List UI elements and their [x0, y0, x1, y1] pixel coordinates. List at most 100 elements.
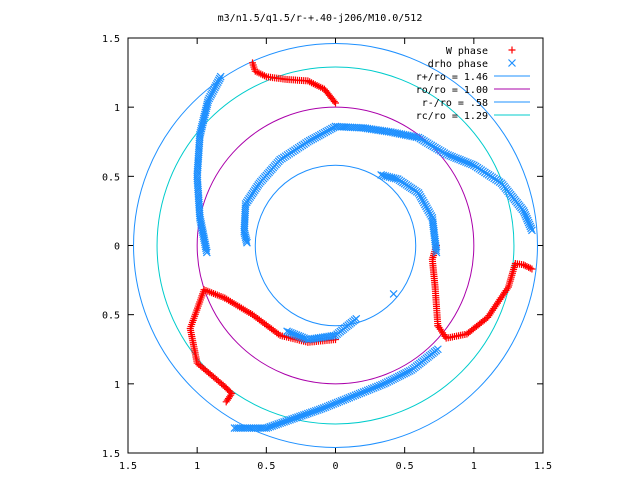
legend-label: r+/ro = 1.46	[416, 72, 488, 83]
data-point	[520, 208, 529, 217]
data-point	[426, 210, 435, 218]
data-point	[458, 156, 466, 165]
reference-circle	[196, 106, 475, 385]
data-point	[525, 263, 533, 271]
legend: W phase drho phase r+/ro = 1.46 ro/ro = 1.0…	[416, 46, 530, 122]
data-point	[321, 403, 330, 412]
data-point	[332, 99, 339, 107]
data-point	[420, 200, 429, 209]
y-tick-label: 1	[114, 380, 120, 391]
data-point	[456, 155, 464, 164]
data-point	[419, 198, 428, 207]
data-point	[465, 329, 473, 337]
data-point	[526, 222, 535, 231]
data-point	[367, 384, 376, 393]
legend-label: rc/ro = 1.29	[416, 111, 488, 122]
data-point	[522, 212, 531, 221]
data-point	[212, 80, 221, 88]
data-point	[369, 383, 378, 392]
data-point	[335, 397, 344, 406]
y-tick-label: 0.5	[102, 311, 120, 322]
axis-ticks: 1.5 1 0.5 0 0.5 1 1.51.510.500.511.5	[102, 34, 552, 472]
reference-circles	[133, 43, 538, 448]
data-point	[523, 263, 531, 271]
y-tick-label: 1	[114, 103, 120, 114]
data-point	[347, 392, 356, 401]
legend-label: W phase	[446, 46, 488, 57]
data-point	[396, 371, 405, 380]
data-point	[317, 404, 326, 413]
series-w-phase	[186, 59, 536, 406]
data-point	[339, 396, 348, 404]
data-point	[361, 387, 370, 396]
data-point	[418, 196, 427, 205]
data-point	[414, 189, 423, 197]
data-point	[432, 248, 441, 257]
data-point	[460, 157, 468, 166]
data-point	[415, 190, 424, 199]
data-point	[327, 400, 336, 409]
x-tick-label: 1.5	[119, 461, 137, 472]
data-point	[330, 97, 338, 105]
data-point	[319, 404, 328, 412]
data-point	[214, 76, 223, 85]
data-point	[202, 248, 211, 257]
x-tick-label: 1	[194, 461, 200, 472]
data-point	[285, 328, 293, 336]
data-point	[433, 345, 442, 354]
data-point	[432, 246, 441, 255]
data-point	[425, 208, 434, 217]
data-point	[403, 367, 412, 376]
data-point	[416, 192, 425, 201]
data-point	[383, 378, 392, 386]
data-point	[345, 393, 354, 402]
data-point	[359, 388, 368, 396]
data-point	[377, 380, 386, 389]
data-point	[400, 369, 409, 378]
data-point	[365, 385, 374, 394]
reference-circle	[254, 164, 417, 327]
data-point	[523, 214, 531, 223]
data-point	[206, 92, 215, 101]
data-point	[448, 152, 457, 161]
data-point	[469, 161, 478, 170]
legend-label: drho phase	[428, 59, 488, 70]
x-tick-label: 1	[471, 461, 477, 472]
data-point	[527, 224, 536, 233]
data-point	[525, 220, 534, 229]
data-point	[341, 395, 350, 404]
legend-label: r-/ro = .58	[422, 98, 488, 109]
data-point	[243, 238, 251, 247]
data-point	[355, 389, 364, 398]
data-point	[325, 401, 334, 410]
data-point	[213, 78, 222, 87]
data-point	[349, 392, 358, 400]
data-point	[391, 374, 399, 383]
data-point	[454, 155, 462, 163]
reference-circle	[156, 66, 515, 425]
data-point	[405, 366, 414, 375]
data-point	[422, 202, 430, 211]
data-point	[363, 386, 372, 395]
x-tick-label: 0	[332, 461, 338, 472]
data-point	[450, 153, 458, 162]
data-point	[337, 396, 346, 405]
data-point	[424, 206, 433, 215]
data-point	[379, 379, 388, 388]
data-point	[528, 265, 536, 273]
data-point	[394, 372, 403, 381]
data-point	[446, 151, 455, 160]
data-point	[343, 394, 352, 403]
data-point	[211, 83, 219, 92]
legend-marker	[508, 59, 516, 67]
data-point	[381, 378, 390, 387]
data-point	[211, 81, 220, 90]
data-point	[463, 158, 472, 167]
data-point	[331, 399, 340, 408]
data-point	[216, 72, 225, 81]
data-point	[274, 330, 282, 338]
data-point	[392, 373, 401, 382]
data-point	[387, 376, 396, 385]
data-point	[462, 158, 470, 167]
